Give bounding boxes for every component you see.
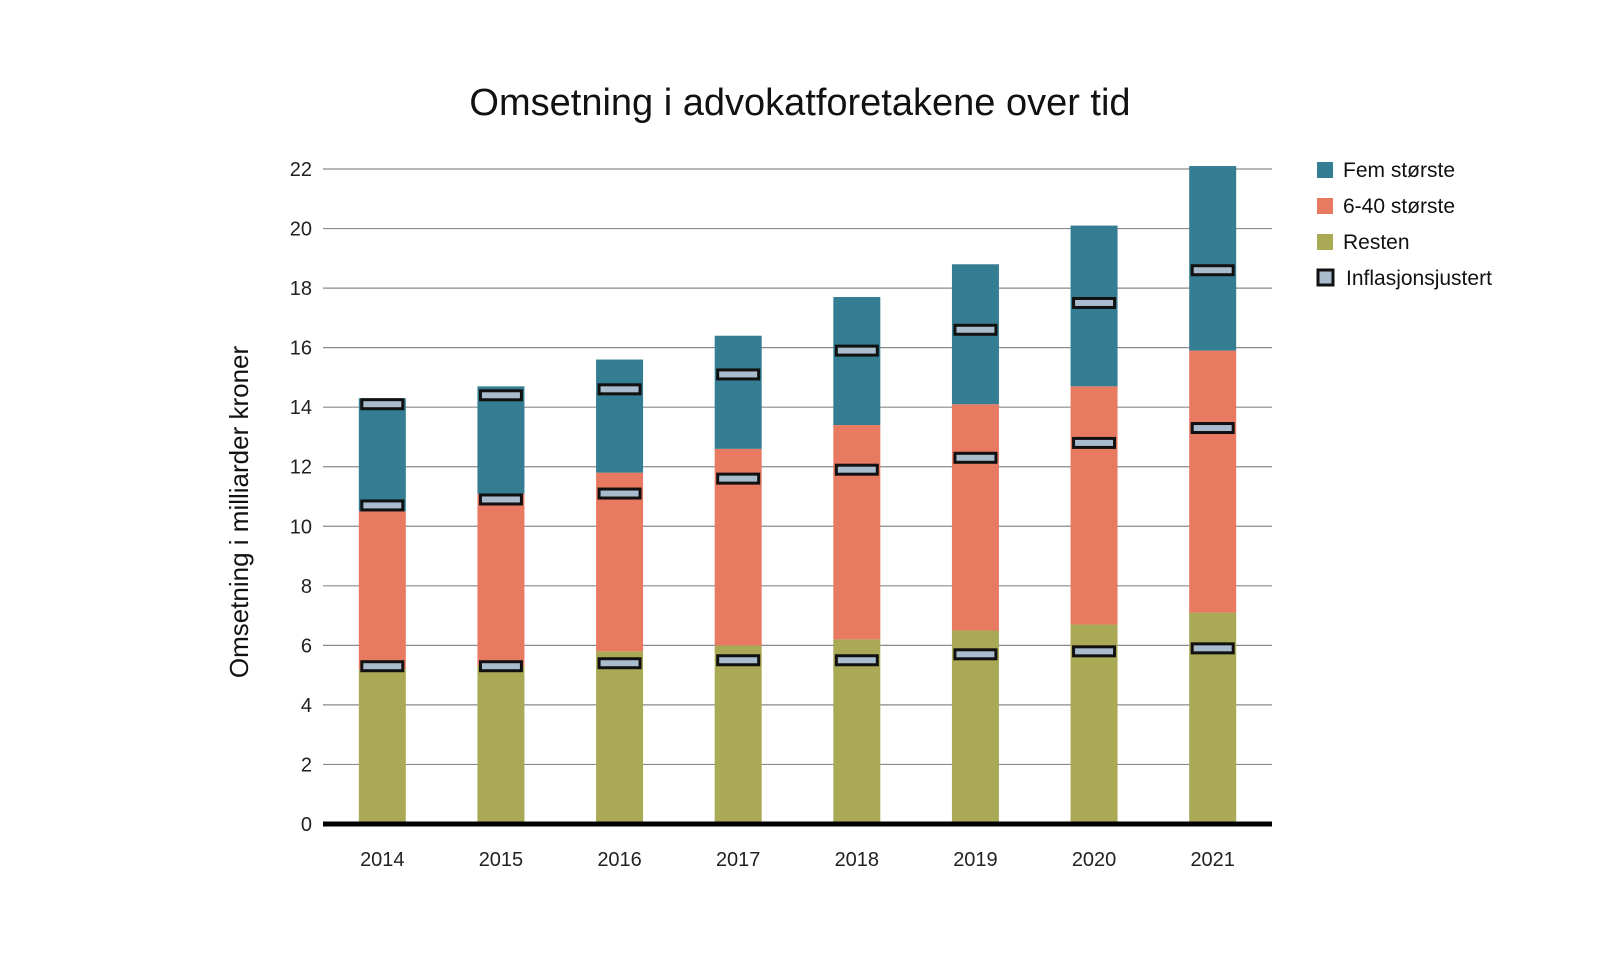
legend-label: Resten: [1343, 231, 1410, 254]
x-tick-label: 2020: [1072, 849, 1117, 871]
x-tick-label: 2014: [360, 849, 405, 871]
inflation-marker: [834, 344, 879, 357]
y-tick-label: 0: [301, 814, 312, 836]
x-tick-label: 2016: [597, 849, 642, 871]
inflation-marker: [834, 654, 879, 667]
bar-segment: [951, 630, 999, 824]
bar-segment: [1070, 386, 1118, 625]
bars: [358, 166, 1237, 824]
bar-segment: [1189, 350, 1237, 613]
inflation-marker: [953, 648, 998, 661]
bar-segment: [477, 386, 525, 494]
y-tick-label: 2: [301, 754, 312, 776]
bar-segment: [714, 335, 762, 449]
bar-segment: [358, 669, 406, 824]
x-tick-label: 2018: [835, 849, 880, 871]
x-tick-label: 2015: [479, 849, 524, 871]
x-axis: 2014 2015 2016 2017 2018 2019 2020 2021: [323, 821, 1272, 871]
y-tick-label: 20: [290, 219, 312, 241]
inflation-marker: [716, 472, 761, 485]
legend-label: 6-40 største: [1343, 195, 1455, 218]
y-tick-label: 14: [290, 397, 312, 419]
inflation-marker: [478, 660, 523, 673]
bar-segment: [358, 511, 406, 670]
bar-segment: [833, 639, 881, 824]
inflation-markers: [360, 264, 1235, 673]
x-tick-label: 2019: [953, 849, 998, 871]
bar-segment: [1189, 166, 1237, 351]
legend-swatch: [1316, 268, 1335, 287]
inflation-marker: [1072, 645, 1117, 658]
legend-swatch: [1317, 198, 1333, 214]
inflation-marker: [1072, 296, 1117, 309]
legend: Fem største 6-40 største Resten Inflasjonsj…: [1316, 159, 1492, 290]
y-tick-label: 12: [290, 457, 312, 479]
inflation-marker: [953, 323, 998, 336]
y-tick-label: 8: [301, 576, 312, 598]
legend-label: Fem største: [1343, 159, 1455, 182]
inflation-marker: [953, 451, 998, 464]
inflation-marker: [478, 389, 523, 402]
bar-segment: [358, 398, 406, 512]
inflation-marker: [716, 654, 761, 667]
inflation-marker: [834, 463, 879, 476]
x-tick-label: 2017: [716, 849, 761, 871]
legend-swatch: [1317, 234, 1333, 250]
inflation-marker: [360, 398, 405, 411]
y-tick-label: 18: [290, 278, 312, 300]
bar-segment: [951, 404, 999, 631]
bar-segment: [833, 297, 881, 426]
y-tick-label: 4: [301, 695, 312, 717]
bar-segment: [477, 493, 525, 667]
legend-label: Inflasjonsjustert: [1346, 267, 1492, 290]
y-axis: 0 2 4 6 8 10 12 14 16 18 20 22: [290, 159, 312, 836]
inflation-marker: [716, 368, 761, 381]
y-tick-label: 10: [290, 516, 312, 538]
chart-title: Omsetning i advokatforetakene over tid: [469, 82, 1130, 124]
y-tick-label: 6: [301, 635, 312, 657]
grid: [323, 168, 1272, 766]
bar-segment: [833, 425, 881, 640]
inflation-marker: [1072, 436, 1117, 449]
inflation-marker: [1190, 642, 1235, 655]
inflation-marker: [1190, 422, 1235, 435]
bar-segment: [714, 645, 762, 824]
inflation-marker: [1190, 264, 1235, 277]
y-axis-label: Omsetning i milliarder kroner: [224, 345, 254, 678]
bar-segment: [477, 666, 525, 824]
inflation-marker: [597, 487, 642, 500]
y-tick-label: 16: [290, 338, 312, 360]
y-tick-label: 22: [290, 159, 312, 181]
bar-segment: [596, 651, 644, 824]
bar-segment: [1070, 624, 1118, 824]
inflation-marker: [478, 493, 523, 506]
bar-segment: [596, 472, 644, 652]
inflation-marker: [360, 499, 405, 512]
inflation-marker: [597, 657, 642, 670]
legend-swatch: [1317, 162, 1333, 178]
bar-segment: [596, 359, 644, 473]
inflation-marker: [597, 383, 642, 396]
x-tick-label: 2021: [1190, 849, 1235, 871]
inflation-marker: [360, 660, 405, 673]
